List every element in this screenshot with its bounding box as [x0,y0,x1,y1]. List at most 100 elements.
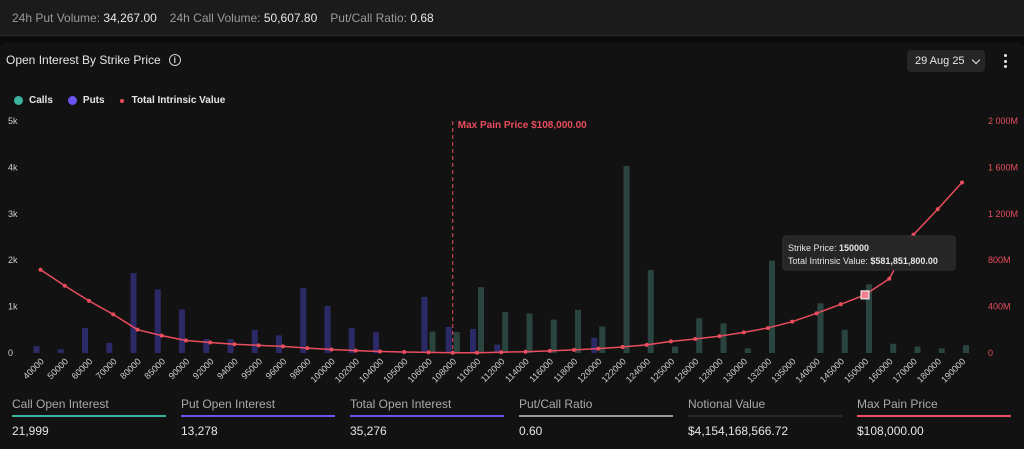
more-vertical-icon[interactable] [1000,53,1010,69]
y-right-tick-label: 800M [988,255,1011,265]
intrinsic-point [814,311,819,316]
legend-puts[interactable]: Puts [67,95,105,106]
call-bar [599,326,606,353]
x-tick-label: 85000 [142,356,167,381]
top-stats-bar: 24h Put Volume: 34,267.00 24h Call Volum… [0,0,1024,36]
x-tick-label: 96000 [264,356,289,381]
x-tick-label: 124000 [624,356,652,384]
x-tick-label: 90000 [167,356,192,381]
y-right-tick-label: 1 600M [988,162,1018,172]
call-bar [841,329,848,353]
call-bar [938,348,945,353]
summary-label: Total Open Interest [350,397,452,411]
put-bar [82,327,88,353]
open-interest-chart[interactable]: 0 1k 2k 3k 4k 5k 0 400M 800M 1 200M 1 600M 2 000M 40… [0,110,1024,396]
x-tick-label: 70000 [94,356,119,381]
intrinsic-point [87,298,91,303]
y-left-tick-label: 4k [8,162,18,172]
x-tick-label: 190000 [939,356,967,384]
x-tick-label: 160000 [866,356,894,384]
legend-total-intrinsic[interactable]: Total Intrinsic Value [119,95,225,106]
x-tick-label: 106000 [406,356,434,384]
intrinsic-point [693,336,698,341]
intrinsic-point [232,342,237,347]
max-pain-label: Max Pain Price $108,000.00 [458,120,587,131]
x-tick-label: 140000 [794,356,822,384]
intrinsic-point [184,338,188,343]
x-tick-label: 94000 [215,356,240,381]
call-bar [866,284,872,353]
calls-dot-icon [14,96,23,105]
call-bar [744,348,751,353]
summary-underline [12,415,166,417]
x-tick-label: 102000 [333,356,361,384]
intrinsic-point [717,334,722,339]
y-right-tick-label: 1 200M [988,209,1018,219]
intrinsic-point [523,349,528,354]
summary-total-open-interest: Total Open Interest 35,276 [338,396,507,449]
legend-calls[interactable]: Calls [14,95,53,106]
tooltip-strike: Strike Price: 150000 [788,243,869,253]
put-bar [348,327,355,353]
summary-value: 13,278 [181,424,218,438]
put-bar [373,332,379,353]
chart-legend: Calls Puts Total Intrinsic Value [14,95,240,106]
x-tick-label: 60000 [70,356,95,381]
x-tick-label: 40000 [21,356,46,381]
summary-put-open-interest: Put Open Interest 13,278 [169,396,338,449]
call-bar [720,323,727,353]
call-bar [817,303,824,353]
call-bar [502,312,509,353]
summary-value: $108,000.00 [857,424,924,438]
intrinsic-dot-icon [119,98,124,103]
intrinsic-point [547,348,552,353]
intrinsic-point [111,312,116,317]
put-bar [227,339,234,353]
call-bar [550,319,557,353]
put-bar [179,309,185,353]
intrinsic-point [208,340,213,345]
intrinsic-point [669,339,673,344]
intrinsic-point [741,330,746,335]
x-tick-label: 120000 [575,356,603,384]
x-tick-label: 112000 [479,356,507,384]
intrinsic-point [38,267,43,272]
summary-value: 21,999 [12,424,49,438]
put-bar [470,328,476,353]
intrinsic-point [766,325,770,330]
x-tick-label: 92000 [191,356,216,381]
y-right-tick-label: 0 [988,348,993,358]
put-bar [33,346,40,353]
puts-dot-icon [67,96,77,105]
put-bar [445,327,452,353]
y-left-tick-label: 3k [8,209,18,219]
summary-label: Call Open Interest [12,397,109,411]
y-left-tick-label: 5k [8,116,18,126]
x-tick-label: 118000 [552,356,580,384]
intrinsic-point [887,276,892,281]
info-icon[interactable]: i [168,54,181,66]
x-tick-label: 150000 [842,356,870,384]
intrinsic-point [620,344,625,349]
x-tick-label: 128000 [697,356,725,384]
x-tick-label: 110000 [455,356,483,384]
expiry-date-select[interactable]: 29 Aug 25 [907,50,985,72]
call-bar [429,331,436,353]
summary-label: Put/Call Ratio [519,397,593,411]
summary-underline [857,415,1011,417]
put-volume-stat: 24h Put Volume: 34,267.00 [12,10,157,25]
put-bar [421,296,428,353]
call-bar [453,332,460,353]
put-bar [324,306,331,353]
summary-value: 0.60 [519,424,543,438]
x-tick-label: 130000 [721,356,749,384]
summary-call-open-interest: Call Open Interest 21,999 [0,396,169,449]
x-tick-label: 132000 [745,356,773,384]
call-bar [575,309,581,353]
y-left-tick-label: 2k [8,255,18,265]
x-tick-label: 100000 [309,356,337,384]
intrinsic-point [329,347,334,352]
summary-underline [350,415,504,417]
call-bar [526,313,533,353]
put-bar [494,344,501,353]
